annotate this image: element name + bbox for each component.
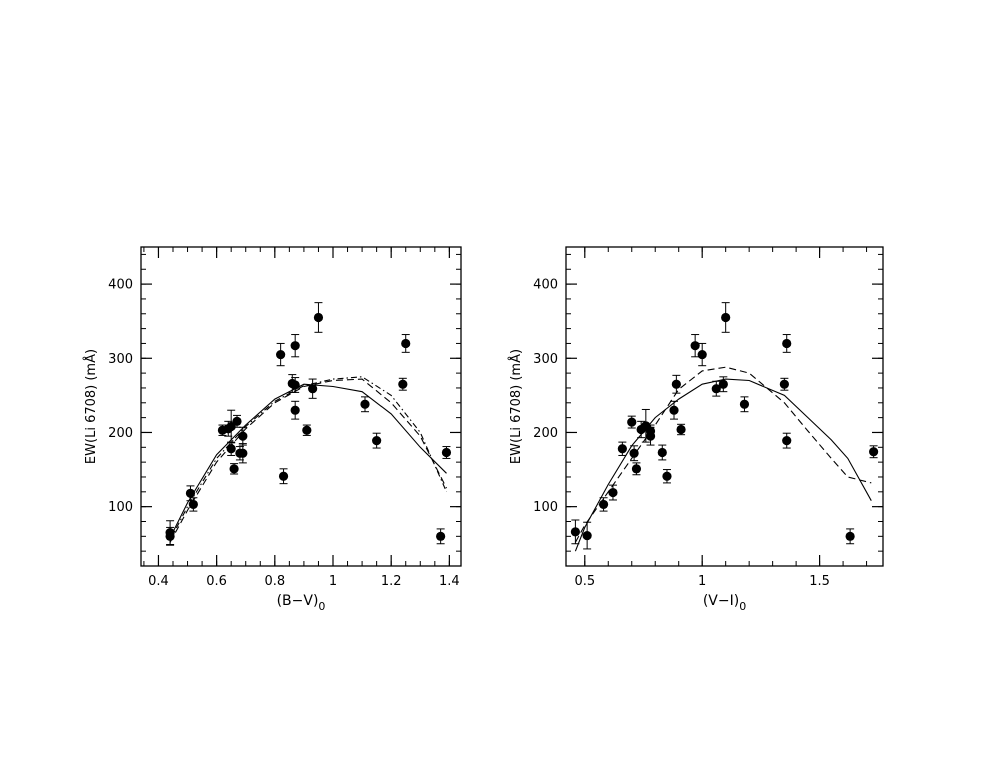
x-tick-label: 1	[698, 574, 706, 589]
model-curve-dashed	[169, 378, 447, 543]
data-point	[608, 487, 618, 498]
y-tick-label: 400	[108, 278, 133, 293]
data-point	[570, 527, 580, 537]
data-point	[845, 531, 855, 541]
y-tick-label: 100	[108, 500, 133, 515]
x-tick-label: 1.5	[809, 574, 830, 589]
x-axis-label-subscript: 0	[739, 600, 746, 613]
data-point	[782, 338, 792, 349]
data-point	[398, 379, 408, 389]
data-point	[721, 312, 731, 323]
y-tick-label: 200	[533, 426, 558, 441]
data-point	[441, 447, 452, 458]
data-point	[302, 425, 312, 435]
model-curve-solid	[169, 383, 447, 539]
x-tick-label: 0.4	[148, 574, 169, 589]
data-point	[739, 399, 750, 409]
x-tick-label: 0.8	[264, 574, 285, 589]
data-point	[232, 416, 242, 426]
data-point	[782, 436, 792, 446]
y-tick-label: 200	[108, 426, 133, 441]
data-point	[631, 464, 642, 474]
right-panel: 0.5 1 1.5 100 200 300 400 (V−I)0 EW(Li 6708) (mÅ…	[508, 246, 884, 613]
data-point	[711, 384, 721, 394]
data-point	[290, 341, 300, 351]
model-curve-solid	[574, 378, 872, 552]
data-point	[313, 312, 324, 323]
y-tick-label: 100	[533, 500, 558, 515]
data-point	[671, 379, 681, 389]
data-point	[690, 341, 700, 351]
model-curve-dashed	[574, 366, 872, 543]
data-point	[436, 531, 446, 541]
data-point	[276, 349, 286, 360]
data-point	[629, 448, 639, 458]
y-axis-label: EW(Li 6708) (mÅ)	[508, 349, 524, 464]
x-tick-label: 1.2	[381, 574, 402, 589]
x-axis-label: (V−I)0	[703, 593, 746, 613]
x-tick-label: 0.5	[574, 574, 595, 589]
data-point	[278, 471, 289, 481]
x-tick-label: 0.6	[206, 574, 227, 589]
data-point	[718, 379, 728, 389]
y-tick-label: 300	[108, 352, 133, 367]
data-point	[238, 448, 248, 458]
data-point	[662, 471, 672, 481]
x-axis-label: (B−V)0	[277, 593, 326, 613]
plot-frame	[140, 246, 462, 567]
y-axis-label: EW(Li 6708) (mÅ)	[83, 349, 99, 464]
data-point	[290, 380, 300, 390]
data-point	[779, 379, 789, 389]
data-point	[627, 417, 637, 427]
data-point	[290, 405, 300, 415]
data-point	[188, 499, 198, 510]
data-point	[360, 399, 370, 409]
data-point	[869, 447, 879, 457]
data-point	[582, 530, 592, 541]
data-point	[238, 431, 248, 441]
x-tick-label: 1.4	[439, 574, 460, 589]
data-point	[165, 531, 175, 541]
data-point	[226, 444, 236, 454]
y-tick-label: 400	[533, 278, 558, 293]
data-point	[645, 431, 656, 441]
data-point	[617, 444, 627, 454]
x-tick-label: 1	[329, 574, 337, 589]
data-point	[401, 338, 411, 349]
data-point	[229, 464, 239, 474]
plot-frame	[565, 246, 884, 567]
data-point	[657, 447, 667, 458]
data-point	[598, 499, 609, 510]
data-point	[308, 384, 318, 394]
data-point	[669, 405, 679, 415]
y-tick-label: 300	[533, 352, 558, 367]
data-point	[372, 436, 382, 446]
data-point	[697, 349, 707, 360]
left-panel: 0.4 0.6 0.8 1 1.2 1.4 100 200 300 400 (B−V)0 EW(Li …	[83, 246, 462, 613]
model-curve-dashdot	[169, 376, 448, 541]
data-point	[676, 424, 686, 435]
data-point	[185, 488, 196, 498]
x-axis-label-subscript: 0	[318, 600, 325, 613]
